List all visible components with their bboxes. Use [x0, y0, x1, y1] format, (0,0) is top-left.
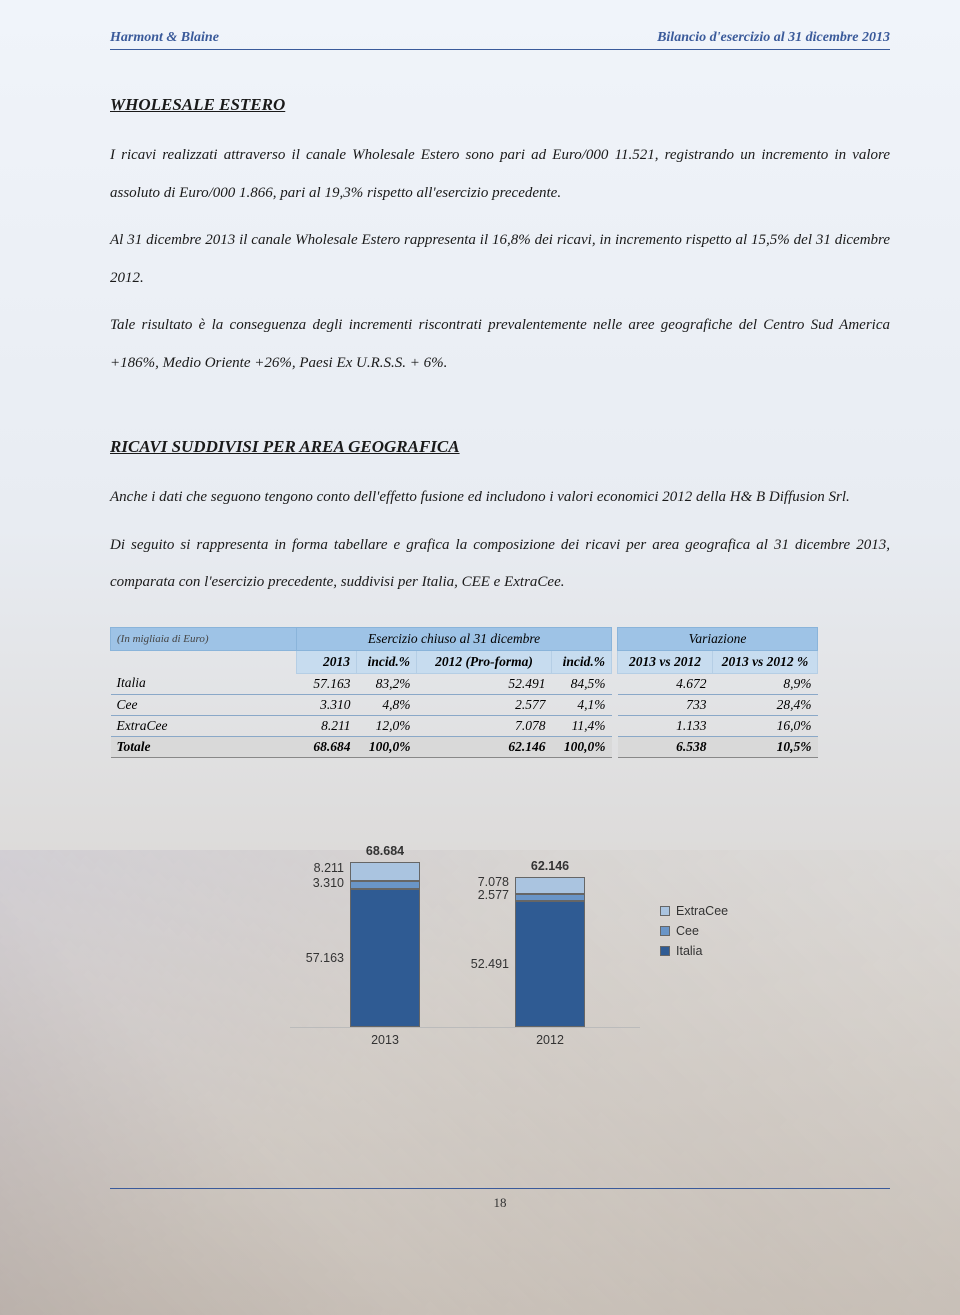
- table-row: Cee3.3104,8%2.5774,1%73328,4%: [111, 694, 818, 715]
- chart-segment-label: 3.310: [313, 876, 344, 890]
- table-group1: Esercizio chiuso al 31 dicembre: [297, 627, 612, 650]
- chart-total-label: 68.684: [366, 844, 404, 858]
- header-right: Bilancio d'esercizio al 31 dicembre 2013: [657, 30, 890, 46]
- chart-segment-label: 8.211: [314, 861, 344, 875]
- chart-x-label: 2013: [350, 1033, 420, 1047]
- table-group2: Variazione: [618, 627, 818, 650]
- section1-p3: Tale risultato è la conseguenza degli in…: [110, 307, 890, 382]
- page-footer: 18: [110, 1188, 890, 1211]
- chart-legend: ExtraCee Cee Italia: [660, 898, 728, 964]
- table-row: Italia57.16383,2%52.49184,5%4.6728,9%: [111, 673, 818, 694]
- header-left: Harmont & Blaine: [110, 30, 219, 46]
- revenue-table: (In migliaia di Euro) Esercizio chiuso a…: [110, 627, 818, 758]
- chart-bar: 57.1633.3108.21168.684: [350, 862, 420, 1027]
- section1-p2: Al 31 dicembre 2013 il canale Wholesale …: [110, 222, 890, 297]
- col-2012: 2012 (Pro-forma): [417, 650, 552, 673]
- col-var-abs: 2013 vs 2012: [618, 650, 713, 673]
- page-number: 18: [494, 1195, 507, 1210]
- revenue-chart: 57.1633.3108.21168.68452.4912.5777.07862…: [220, 828, 780, 1058]
- col-var-pct: 2013 vs 2012 %: [713, 650, 818, 673]
- chart-segment-label: 7.078: [478, 875, 509, 889]
- section2-title: RICAVI SUDDIVISI PER AREA GEOGRAFICA: [110, 437, 890, 457]
- chart-total-label: 62.146: [531, 859, 569, 873]
- legend-item: Italia: [660, 944, 728, 958]
- section2-p2: Di seguito si rappresenta in forma tabel…: [110, 527, 890, 602]
- chart-segment: [350, 862, 420, 882]
- col-incid1: incid.%: [357, 650, 417, 673]
- table-row-total: Totale68.684100,0%62.146100,0%6.53810,5%: [111, 736, 818, 757]
- chart-segment: [350, 881, 420, 889]
- page-header: Harmont & Blaine Bilancio d'esercizio al…: [110, 30, 890, 50]
- chart-x-label: 2012: [515, 1033, 585, 1047]
- col-2013: 2013: [297, 650, 357, 673]
- legend-item: ExtraCee: [660, 904, 728, 918]
- chart-segment-label: 2.577: [478, 888, 509, 902]
- col-incid2: incid.%: [552, 650, 612, 673]
- chart-segment: [515, 901, 585, 1027]
- section2-p1: Anche i dati che seguono tengono conto d…: [110, 479, 890, 517]
- table-row: ExtraCee8.21112,0%7.07811,4%1.13316,0%: [111, 715, 818, 736]
- legend-item: Cee: [660, 924, 728, 938]
- table-unit-label: (In migliaia di Euro): [111, 627, 297, 650]
- chart-segment: [515, 877, 585, 894]
- section1-p1: I ricavi realizzati attraverso il canale…: [110, 137, 890, 212]
- chart-segment: [350, 889, 420, 1026]
- chart-segment-label: 52.491: [471, 957, 509, 971]
- chart-bar: 52.4912.5777.07862.146: [515, 877, 585, 1026]
- section1-title: WHOLESALE ESTERO: [110, 95, 890, 115]
- chart-segment-label: 57.163: [306, 951, 344, 965]
